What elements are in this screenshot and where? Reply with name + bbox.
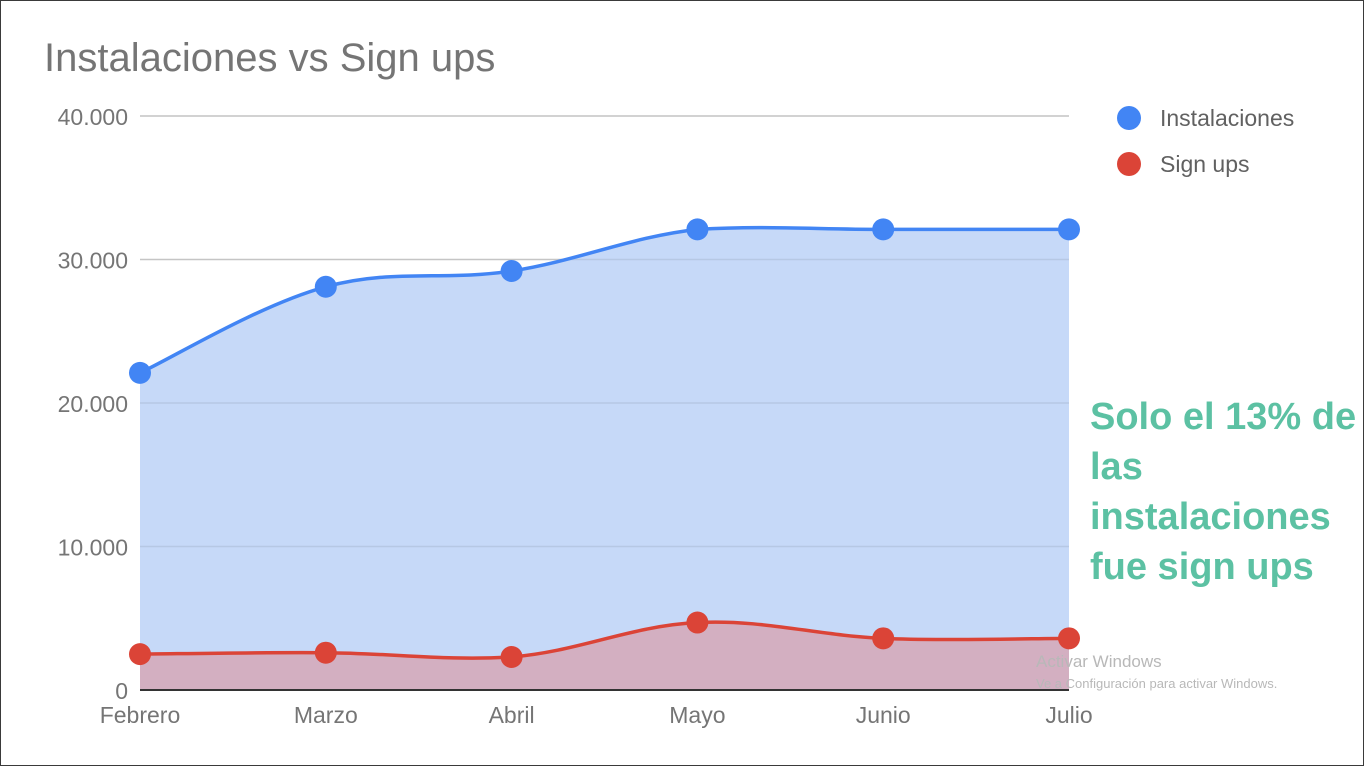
data-point bbox=[686, 611, 709, 634]
legend-marker bbox=[1117, 106, 1141, 130]
x-tick-label: Marzo bbox=[294, 702, 358, 728]
windows-activation-watermark: Activar Windows Ve a Configuración para … bbox=[1036, 652, 1277, 691]
data-point bbox=[314, 641, 337, 664]
data-point bbox=[686, 218, 709, 241]
chart-title: Instalaciones vs Sign ups bbox=[44, 36, 496, 80]
data-point bbox=[872, 218, 895, 241]
series-line-instalaciones bbox=[139, 225, 1069, 375]
data-point bbox=[314, 275, 337, 298]
data-point bbox=[1058, 218, 1080, 241]
x-tick-label: Febrero bbox=[100, 702, 181, 728]
chart-annotation: Solo el 13% de las instalaciones fue sig… bbox=[1090, 396, 1357, 588]
area-instalaciones bbox=[140, 227, 1069, 691]
data-point bbox=[872, 627, 895, 650]
data-point bbox=[129, 361, 151, 384]
x-tick-label: Abril bbox=[489, 702, 535, 728]
legend-label: Sign ups bbox=[1160, 151, 1250, 177]
watermark-subtitle: Ve a Configuración para activar Windows. bbox=[1036, 676, 1278, 691]
y-tick-label: 10.000 bbox=[58, 535, 128, 561]
legend-label: Instalaciones bbox=[1160, 105, 1294, 131]
watermark-title: Activar Windows bbox=[1036, 652, 1162, 671]
data-point bbox=[129, 643, 151, 666]
data-point bbox=[500, 645, 523, 668]
data-point bbox=[1058, 627, 1080, 650]
x-tick-label: Junio bbox=[856, 702, 911, 728]
y-tick-label: 30.000 bbox=[58, 248, 128, 274]
area-sign-ups bbox=[140, 622, 1069, 690]
series-line-sign-ups bbox=[139, 620, 1070, 660]
data-point bbox=[500, 259, 523, 282]
legend-marker bbox=[1117, 152, 1141, 176]
y-tick-label: 40.000 bbox=[58, 104, 128, 130]
x-tick-label: Julio bbox=[1045, 702, 1092, 728]
x-tick-label: Mayo bbox=[669, 702, 725, 728]
y-tick-label: 20.000 bbox=[58, 391, 128, 417]
y-tick-label: 0 bbox=[115, 678, 128, 704]
